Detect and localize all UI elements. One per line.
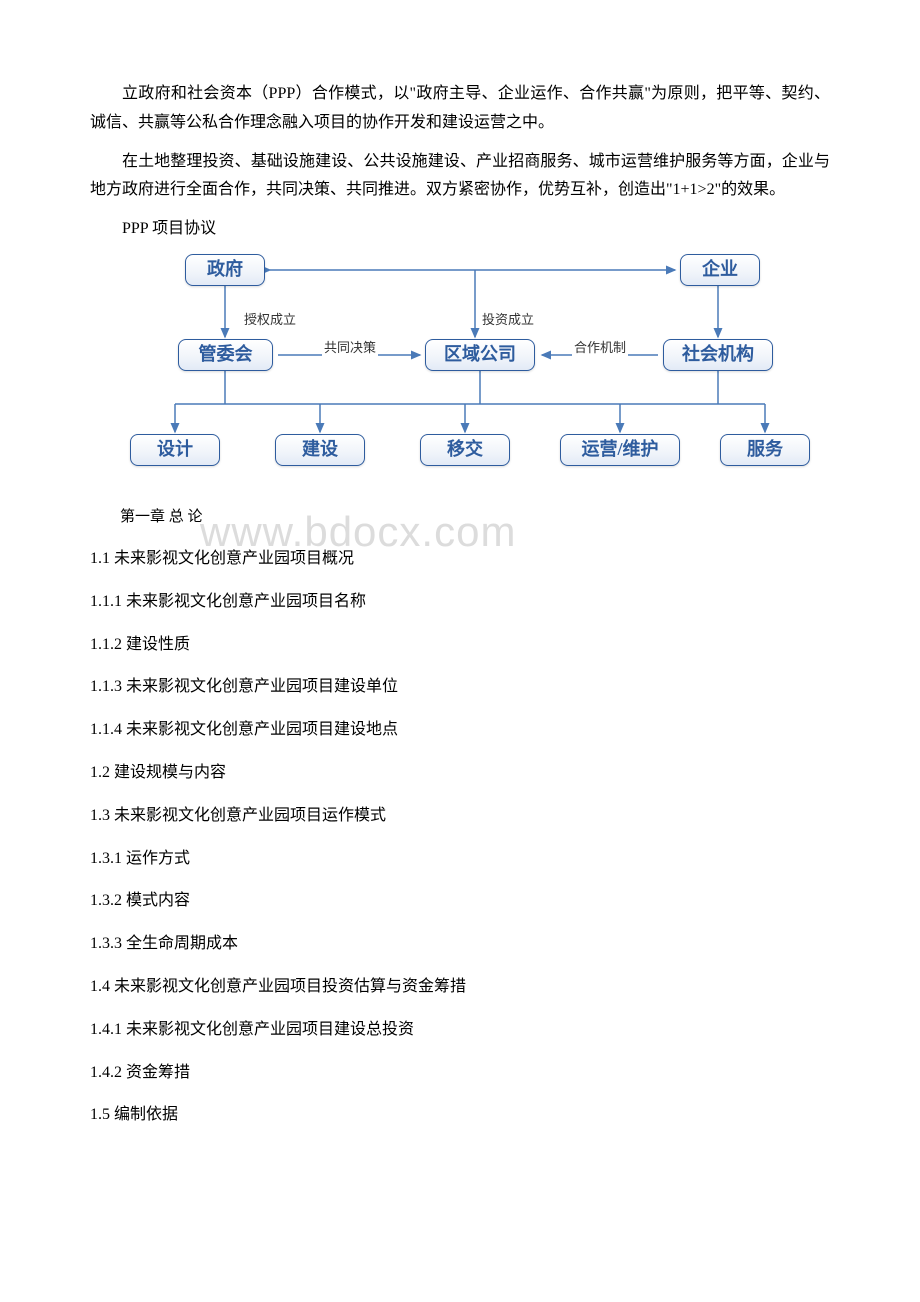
toc-item: 1.3 未来影视文化创意产业园项目运作模式 xyxy=(90,802,830,831)
toc-item: 1.1.3 未来影视文化创意产业园项目建设单位 xyxy=(90,673,830,702)
paragraph-1: 立政府和社会资本（PPP）合作模式，以"政府主导、企业运作、合作共赢"为原则，把… xyxy=(90,80,830,138)
flowchart-node-handover: 移交 xyxy=(420,434,510,466)
toc-item: 1.4.1 未来影视文化创意产业园项目建设总投资 xyxy=(90,1016,830,1045)
flowchart-edge-label: 合作机制 xyxy=(572,336,628,359)
ppp-flowchart: 政府 企业管委会 区域公司 社会机构设计 建设 移交 运营/维护 服务 授权成立 投资成立共同决… xyxy=(130,254,810,474)
paragraph-2: 在土地整理投资、基础设施建设、公共设施建设、产业招商服务、城市运营维护服务等方面… xyxy=(90,148,830,206)
toc-item: 1.3.1 运作方式 xyxy=(90,845,830,874)
flowchart-node-ent: 企业 xyxy=(680,254,760,286)
flowchart-node-social: 社会机构 xyxy=(663,339,773,371)
flowchart-node-design: 设计 xyxy=(130,434,220,466)
toc-item: 1.5 编制依据 xyxy=(90,1101,830,1130)
toc-item: 1.3.2 模式内容 xyxy=(90,887,830,916)
flowchart-edge-label: 授权成立 xyxy=(242,308,298,331)
paragraph-3: PPP 项目协议 xyxy=(90,215,830,244)
flowchart-node-operate: 运营/维护 xyxy=(560,434,680,466)
flowchart-node-gov: 政府 xyxy=(185,254,265,286)
toc-item: 1.4 未来影视文化创意产业园项目投资估算与资金筹措 xyxy=(90,973,830,1002)
chapter-title: 第一章 总 论 xyxy=(90,504,830,531)
flowchart-edge-label: 投资成立 xyxy=(480,308,536,331)
toc-item: 1.1.4 未来影视文化创意产业园项目建设地点 xyxy=(90,716,830,745)
toc-item: 1.4.2 资金筹措 xyxy=(90,1059,830,1088)
toc-item: 1.3.3 全生命周期成本 xyxy=(90,930,830,959)
toc-item: 1.2 建设规模与内容 xyxy=(90,759,830,788)
flowchart-node-build: 建设 xyxy=(275,434,365,466)
flowchart-edge-label: 共同决策 xyxy=(322,336,378,359)
flowchart-node-service: 服务 xyxy=(720,434,810,466)
table-of-contents: 1.1 未来影视文化创意产业园项目概况1.1.1 未来影视文化创意产业园项目名称… xyxy=(90,545,830,1130)
toc-item: 1.1.2 建设性质 xyxy=(90,631,830,660)
flowchart-node-mgmt: 管委会 xyxy=(178,339,273,371)
toc-item: 1.1.1 未来影视文化创意产业园项目名称 xyxy=(90,588,830,617)
flowchart-node-regco: 区域公司 xyxy=(425,339,535,371)
